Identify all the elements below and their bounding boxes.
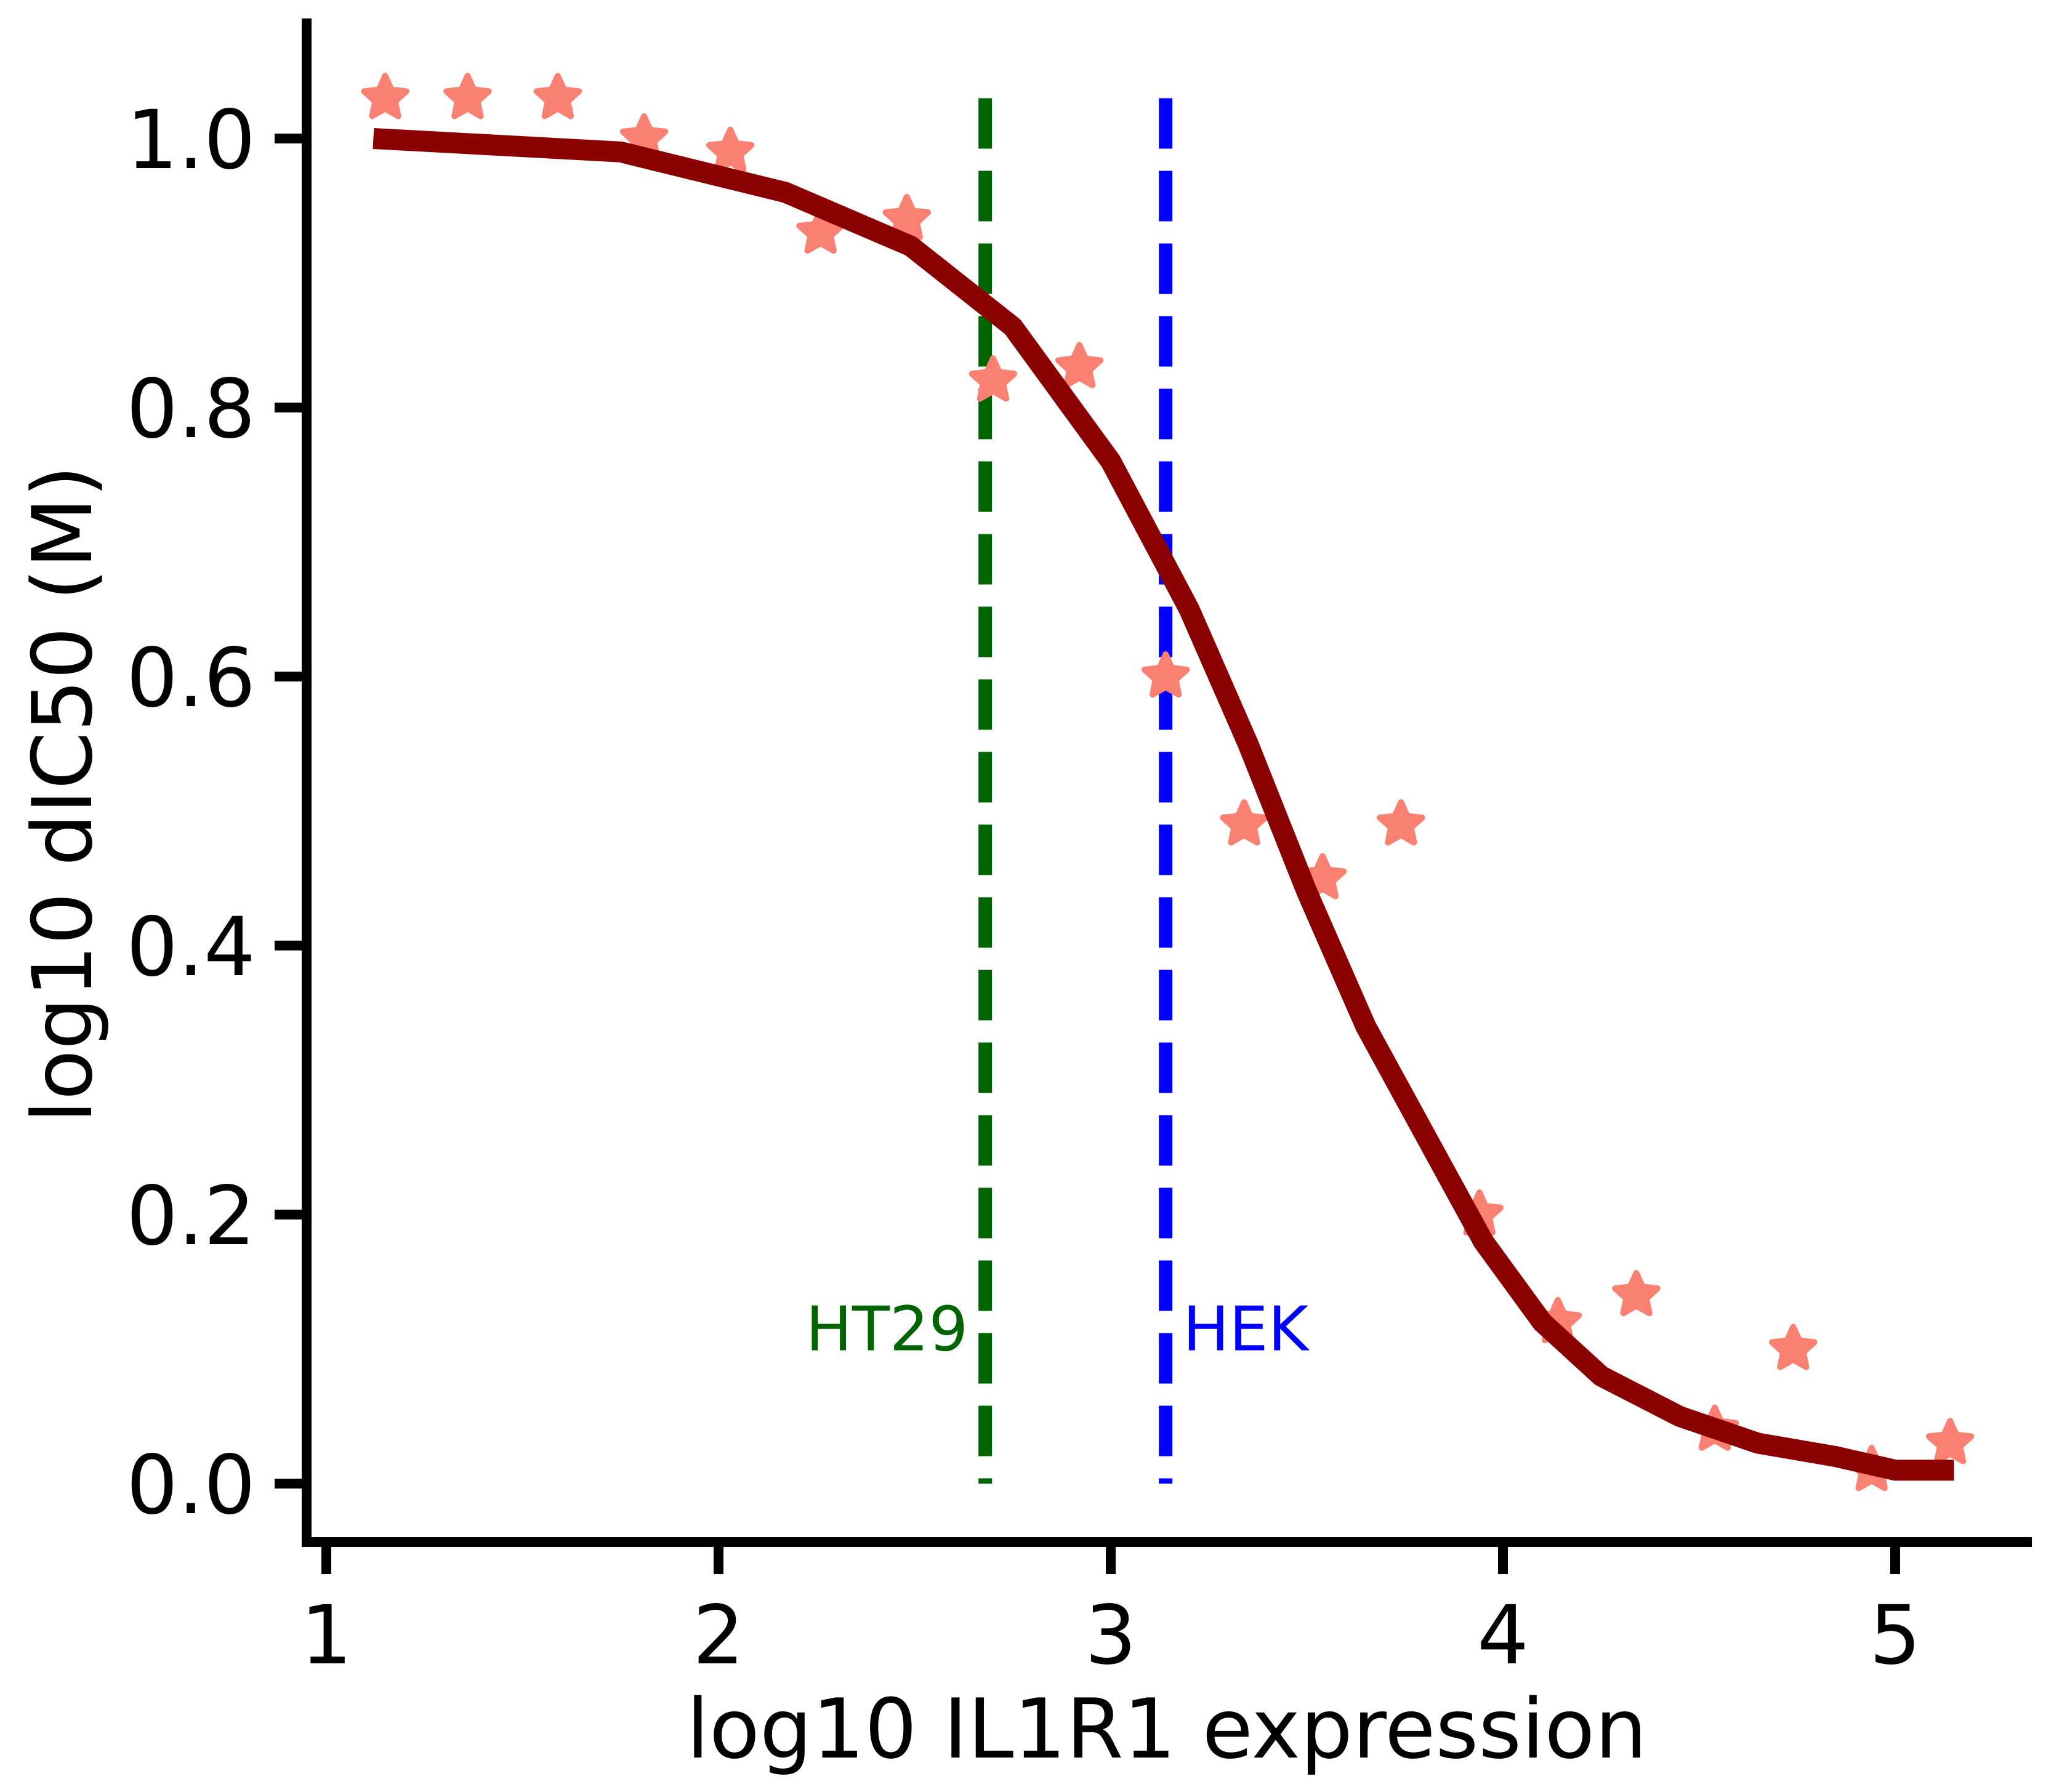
x-tick-label: 1 bbox=[300, 1588, 352, 1683]
ticks: 1 2 3 4 5 0.0 0.2 0.4 0.6 0.8 1.0 bbox=[126, 93, 1921, 1683]
y-tick-label: 0.0 bbox=[126, 1438, 256, 1533]
data-point bbox=[1055, 342, 1104, 388]
y-tick-label: 0.2 bbox=[126, 1169, 256, 1264]
x-tick-label: 3 bbox=[1085, 1588, 1137, 1683]
y-axis-label: log10 dIC50 (M) bbox=[15, 465, 111, 1123]
data-point bbox=[882, 194, 931, 241]
data-point bbox=[1377, 799, 1425, 846]
axes bbox=[302, 18, 2032, 1547]
data-point bbox=[443, 73, 492, 119]
data-point bbox=[1612, 1270, 1661, 1317]
vline-label-hek: HEK bbox=[1183, 1293, 1310, 1365]
x-tick-label: 5 bbox=[1869, 1588, 1921, 1683]
data-point bbox=[1141, 651, 1190, 698]
x-tick-label: 2 bbox=[693, 1588, 744, 1683]
y-tick-label: 1.0 bbox=[126, 93, 256, 188]
data-point bbox=[533, 73, 582, 119]
y-tick-label: 0.6 bbox=[126, 631, 256, 726]
data-point bbox=[706, 126, 755, 173]
y-tick-label: 0.4 bbox=[126, 900, 256, 995]
fit-curve-layer bbox=[373, 128, 1954, 1481]
data-point bbox=[969, 355, 1018, 402]
data-point bbox=[361, 73, 409, 119]
x-axis-label: log10 IL1R1 expression bbox=[687, 1681, 1648, 1777]
data-point bbox=[1925, 1418, 1975, 1465]
x-tick-label: 4 bbox=[1477, 1588, 1529, 1683]
vline-label-ht29: HT29 bbox=[806, 1293, 969, 1365]
y-tick-label: 0.8 bbox=[126, 362, 256, 457]
data-point bbox=[1769, 1324, 1818, 1370]
data-point bbox=[1220, 799, 1268, 846]
reference-lines: HT29 HEK bbox=[806, 98, 1310, 1484]
fit-curve bbox=[373, 128, 1954, 1481]
